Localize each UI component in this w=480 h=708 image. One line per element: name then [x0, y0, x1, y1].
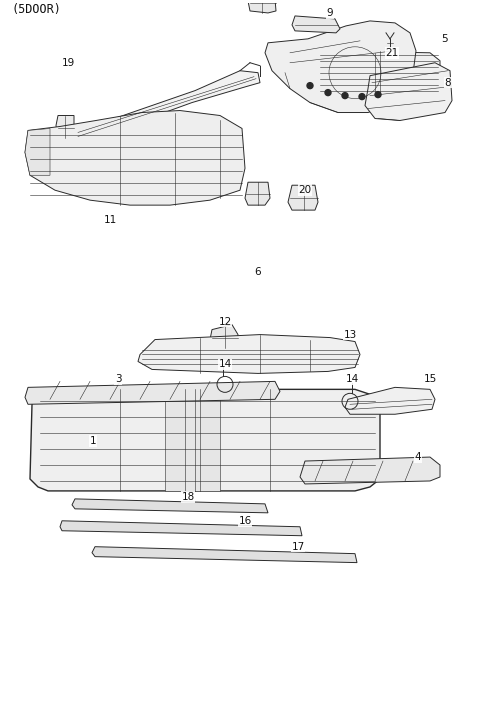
Circle shape	[375, 91, 381, 98]
Polygon shape	[292, 16, 340, 33]
Polygon shape	[30, 389, 380, 491]
Text: 14: 14	[218, 360, 232, 370]
Polygon shape	[300, 457, 440, 484]
Text: (5DOOR): (5DOOR)	[12, 3, 62, 16]
Polygon shape	[165, 389, 220, 491]
Polygon shape	[92, 547, 357, 563]
Text: 11: 11	[103, 215, 117, 225]
Text: 20: 20	[299, 185, 312, 195]
Polygon shape	[345, 387, 435, 414]
Text: 18: 18	[181, 492, 194, 502]
Polygon shape	[25, 382, 280, 404]
Polygon shape	[315, 51, 440, 96]
Text: 13: 13	[343, 330, 357, 340]
Text: 16: 16	[239, 516, 252, 526]
Text: 5: 5	[442, 34, 448, 44]
Text: 3: 3	[115, 375, 121, 384]
Polygon shape	[56, 115, 74, 139]
Circle shape	[342, 93, 348, 98]
Text: 9: 9	[327, 8, 333, 18]
Polygon shape	[25, 110, 245, 205]
Text: 17: 17	[291, 542, 305, 552]
Polygon shape	[265, 21, 416, 113]
Polygon shape	[72, 499, 268, 513]
Circle shape	[359, 93, 365, 100]
Text: 1: 1	[90, 436, 96, 446]
Polygon shape	[25, 128, 50, 176]
Text: 14: 14	[346, 375, 359, 384]
Polygon shape	[248, 0, 276, 13]
Text: 8: 8	[444, 78, 451, 88]
Polygon shape	[245, 182, 270, 205]
Text: 12: 12	[218, 316, 232, 326]
Text: 21: 21	[385, 47, 398, 58]
Text: 6: 6	[255, 267, 261, 277]
Polygon shape	[210, 325, 238, 348]
Circle shape	[307, 83, 313, 88]
Polygon shape	[60, 521, 302, 536]
Polygon shape	[365, 63, 452, 120]
Polygon shape	[58, 71, 260, 144]
Polygon shape	[288, 185, 318, 210]
Text: 19: 19	[61, 58, 74, 68]
Text: 4: 4	[415, 452, 421, 462]
Circle shape	[325, 90, 331, 96]
Polygon shape	[138, 335, 360, 373]
Text: 15: 15	[423, 375, 437, 384]
